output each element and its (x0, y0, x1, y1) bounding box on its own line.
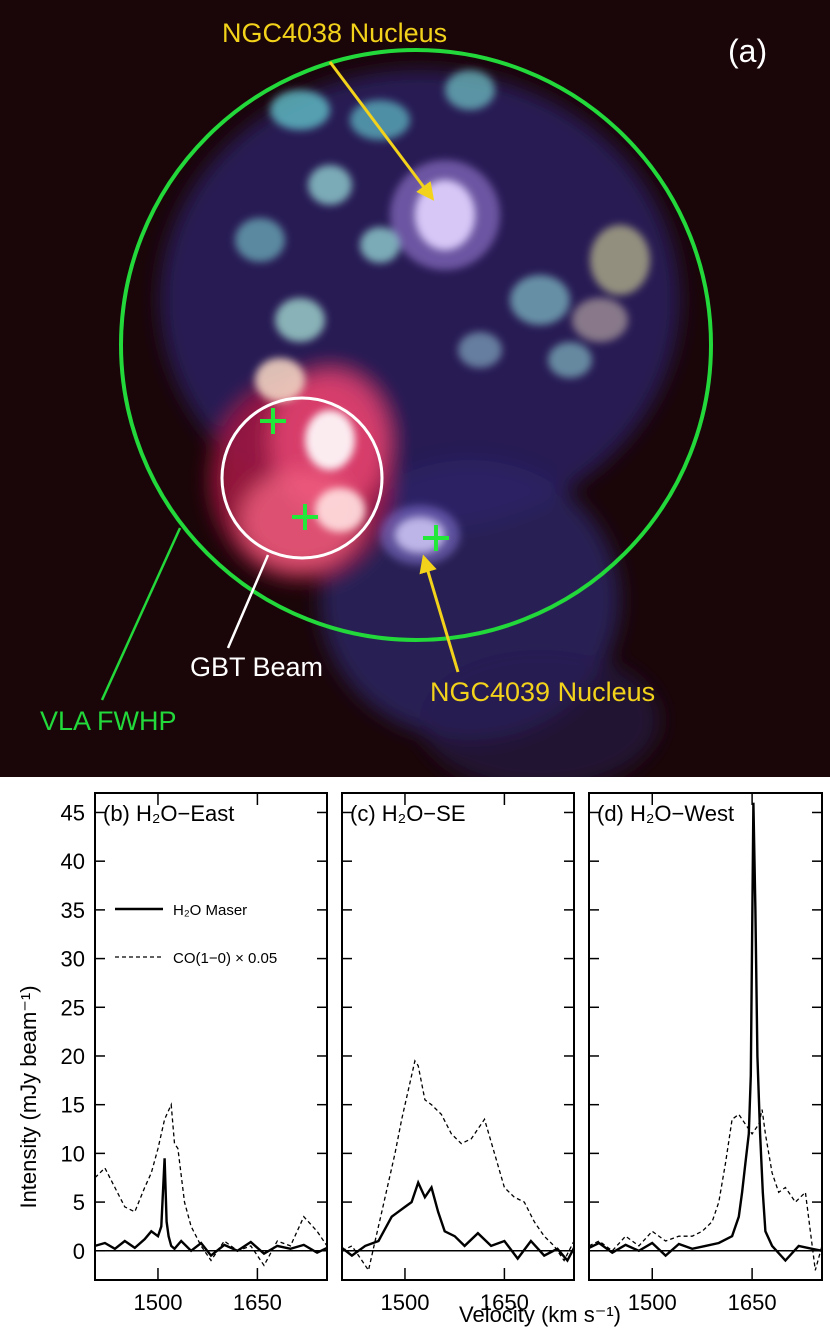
ngc4038-arrow (328, 61, 435, 201)
y-tick-label: 5 (73, 1190, 85, 1215)
maser-cross-se (292, 504, 318, 530)
vla-fwhp-circle (119, 48, 713, 642)
x-tick-label: 1500 (380, 1290, 429, 1315)
y-tick-label: 25 (61, 995, 85, 1020)
antennae-image-panel: NGC4038 Nucleus (a) GBT Beam NGC4039 Nuc… (0, 0, 830, 777)
legend-solid-label: H₂O Maser (173, 902, 247, 919)
vla-fwhp-label: VLA FWHP (40, 706, 177, 736)
vla-fwhp-pointer (100, 527, 182, 701)
maser-cross-west (423, 525, 449, 551)
legend-dashed-label: CO(1−0) × 0.05 (173, 950, 277, 967)
panel-frame (341, 792, 575, 1281)
x-tick-label: 1500 (133, 1290, 182, 1315)
panel-label: (d) H₂O−West (597, 801, 734, 826)
h2o-maser-line (341, 1179, 576, 1263)
y-axis-label: Intensity (mJy beam⁻¹) (16, 985, 41, 1208)
y-tick-label: 0 (73, 1239, 85, 1264)
gbt-beam-label: GBT Beam (190, 652, 323, 682)
gbt-beam-pointer (226, 554, 270, 649)
x-axis-label: Velocity (km s⁻¹) (459, 1302, 621, 1327)
panel-label: (c) H₂O−SE (350, 801, 466, 826)
y-tick-label: 40 (61, 849, 85, 874)
ngc4039-arrow (419, 554, 460, 673)
ngc4038-label: NGC4038 Nucleus (222, 18, 447, 48)
h2o-maser-line (588, 802, 823, 1263)
maser-cross-east (260, 408, 286, 434)
panel-frame (94, 792, 328, 1281)
y-tick-label: 15 (61, 1093, 85, 1118)
panel-frame (588, 792, 823, 1281)
panel-label-a: (a) (728, 33, 767, 69)
y-tick-label: 45 (61, 800, 85, 825)
x-tick-label: 1650 (233, 1290, 282, 1315)
co-line (94, 1102, 328, 1267)
x-tick-label: 1650 (728, 1290, 777, 1315)
co-line (588, 1109, 823, 1271)
y-tick-label: 10 (61, 1141, 85, 1166)
y-tick-label: 35 (61, 898, 85, 923)
spectrum-panel-1: 1500 1650 (c) H₂O−SE (341, 792, 576, 1315)
co-line (341, 1059, 575, 1272)
x-tick-label: 1500 (628, 1290, 677, 1315)
spectrum-panel-0: 0 5 10 15 20 25 30 35 40 45 1500 1650 (b) H₂O−East H₂… (61, 792, 328, 1315)
ngc4039-label: NGC4039 Nucleus (430, 677, 655, 707)
spectrum-panel-2: 1500 1650 (d) H₂O−West (588, 792, 823, 1315)
panel-label: (b) H₂O−East (103, 801, 234, 826)
y-tick-label: 30 (61, 947, 85, 972)
y-tick-label: 20 (61, 1044, 85, 1069)
spectra-panels: 0 5 10 15 20 25 30 35 40 45 1500 1650 (b) H₂O−East H₂… (16, 792, 823, 1327)
x-tick-label: 1650 (480, 1290, 529, 1315)
gbt-beam-circle (220, 396, 384, 560)
